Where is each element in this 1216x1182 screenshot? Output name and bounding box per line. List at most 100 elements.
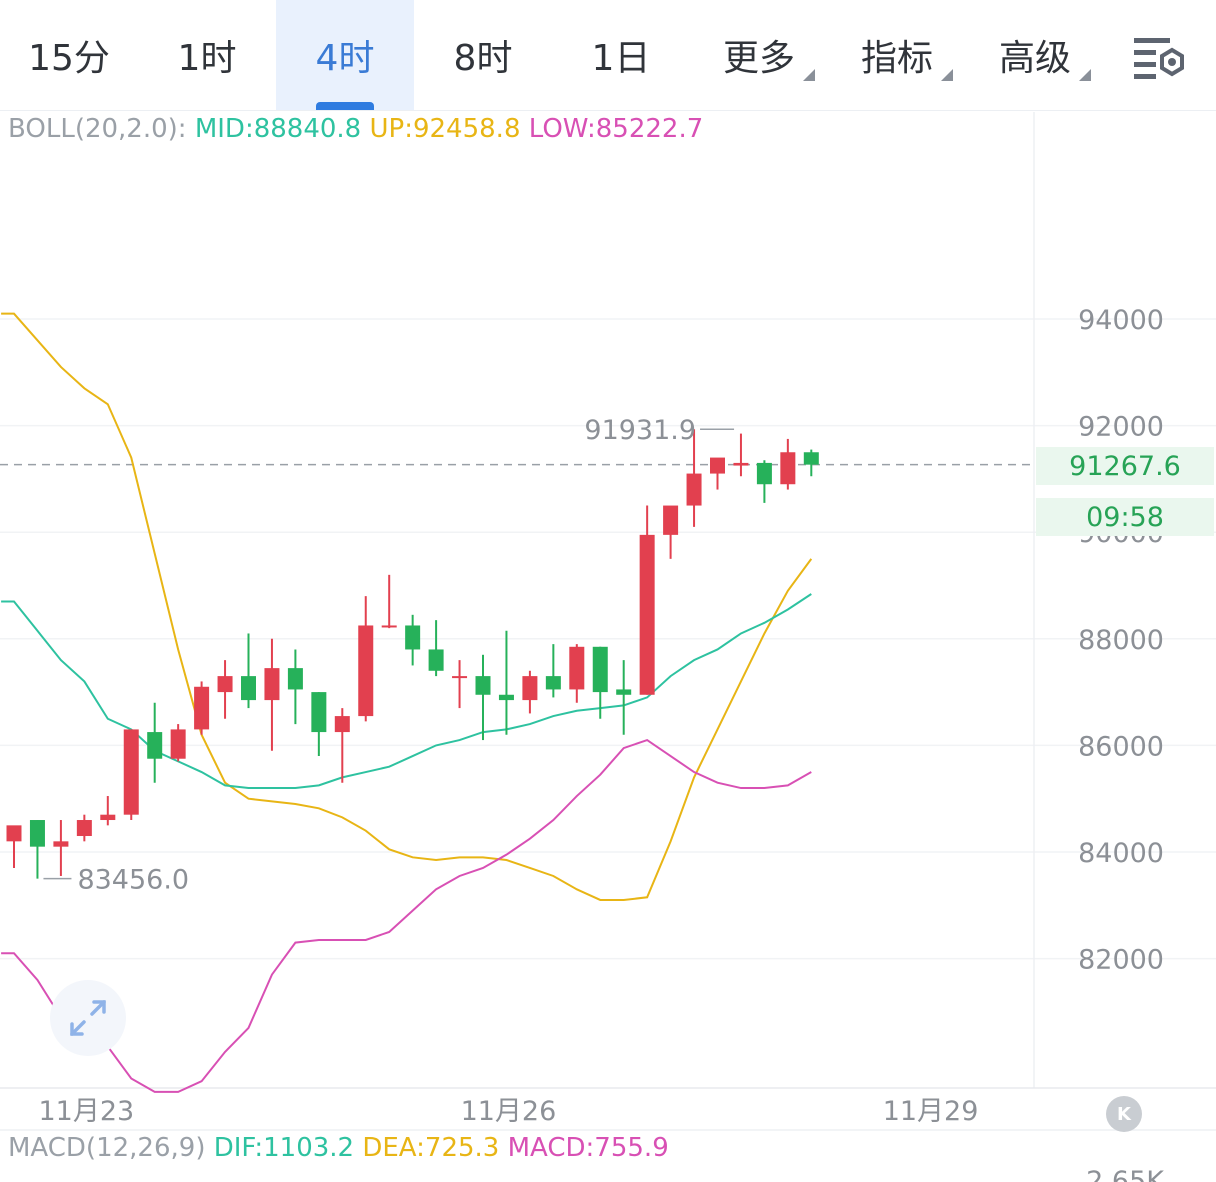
dropdown-caret-icon <box>803 69 815 81</box>
price-tick-label: 82000 <box>1078 945 1164 976</box>
boll-low-value: LOW:85222.7 <box>528 114 704 144</box>
tab-label: 1日 <box>591 38 651 79</box>
candle <box>358 596 374 722</box>
candle-body <box>663 505 679 535</box>
candle-body <box>756 462 772 485</box>
tab-7[interactable]: 指标 <box>828 0 966 110</box>
chart-settings-icon[interactable] <box>1130 34 1188 80</box>
candle <box>264 638 280 751</box>
candle <box>217 660 233 719</box>
expand-chart-button[interactable] <box>50 980 126 1056</box>
collapse-k-button[interactable]: K <box>1106 1096 1142 1132</box>
candle-body <box>123 729 139 815</box>
candle-body <box>616 689 632 695</box>
candle-body <box>405 625 421 650</box>
candle-body <box>428 649 444 671</box>
candle <box>592 646 608 719</box>
tab-label: 高级 <box>999 29 1091 81</box>
candle <box>803 449 819 477</box>
macd-legend: MACD(12,26,9) DIF:1103.2 DEA:725.3 MACD:… <box>8 1133 669 1163</box>
candle <box>405 614 421 666</box>
candle <box>616 660 632 735</box>
candle <box>686 429 702 527</box>
macd-params: MACD(12,26,9) <box>8 1133 206 1163</box>
low-marker-label: 83456.0 <box>77 865 189 896</box>
boll-up-value: UP:92458.8 <box>369 114 521 144</box>
boll-lower-line <box>1 738 812 1093</box>
candle-body <box>522 676 538 701</box>
candle <box>498 630 514 735</box>
candle <box>545 644 561 698</box>
time-tick-label: 11月26 <box>461 1096 557 1127</box>
candle <box>147 702 163 783</box>
current-price-tag: 91267.6 <box>1036 447 1214 485</box>
candle-body <box>710 457 725 474</box>
price-tick-label: 94000 <box>1078 305 1164 336</box>
candle <box>733 433 749 477</box>
candle <box>780 438 796 490</box>
candle <box>170 724 186 762</box>
tab-label: 15分 <box>28 38 110 79</box>
candle-body <box>241 676 256 701</box>
tab-1[interactable]: 15分 <box>0 0 138 110</box>
candle-body <box>194 686 210 730</box>
candle <box>522 670 538 714</box>
candle <box>756 460 772 503</box>
tab-6[interactable]: 更多 <box>690 0 828 110</box>
candle-body <box>100 814 116 821</box>
tab-label: 4时 <box>315 38 375 79</box>
boll-bands <box>1 312 813 1093</box>
price-tick-label: 88000 <box>1078 625 1164 656</box>
tab-label: 8时 <box>453 38 513 79</box>
high-marker-label: 91931.9 <box>584 415 696 446</box>
dropdown-caret-icon <box>1079 69 1091 81</box>
candles <box>6 429 819 879</box>
active-tab-indicator <box>316 102 374 110</box>
tab-label: 更多 <box>723 29 815 81</box>
tab-4[interactable]: 8时 <box>414 0 552 110</box>
candle-body <box>358 625 374 717</box>
candle-body <box>545 676 561 690</box>
price-tick-label: 84000 <box>1078 838 1164 869</box>
candle-body <box>287 668 303 690</box>
expand-arrows-icon <box>70 1000 106 1036</box>
candle-body <box>76 820 92 837</box>
candle-body <box>6 825 22 842</box>
extreme-markers: 91931.9 83456.0 <box>43 415 735 896</box>
tab-3[interactable]: 4时 <box>276 0 414 110</box>
price-tick-label: 92000 <box>1078 412 1164 443</box>
tab-label: 指标 <box>861 29 953 81</box>
tab-8[interactable]: 高级 <box>966 0 1104 110</box>
tab-5[interactable]: 1日 <box>552 0 690 110</box>
candle-body <box>53 841 69 847</box>
tab-2[interactable]: 1时 <box>138 0 276 110</box>
macd-tick-label: 2.65K <box>1086 1166 1165 1182</box>
candle-body <box>264 668 280 701</box>
candle <box>241 633 256 709</box>
macd-dif-value: DIF:1103.2 <box>213 1133 355 1163</box>
macd-dea-value: DEA:725.3 <box>362 1133 500 1163</box>
candle <box>452 660 468 709</box>
candle <box>710 457 725 490</box>
candle <box>76 814 92 842</box>
tab-label: 1时 <box>177 38 237 79</box>
candle <box>663 505 679 559</box>
candle-body <box>452 676 468 679</box>
macd-value: MACD:755.9 <box>507 1133 669 1163</box>
price-grid <box>0 112 1216 1131</box>
candle-body <box>498 694 514 701</box>
collapse-k-icon: K <box>1117 1103 1131 1125</box>
candle <box>123 729 139 821</box>
candle <box>53 820 69 876</box>
candle-body <box>217 676 233 693</box>
candle <box>6 825 22 868</box>
interval-tab-bar: 15分 1时 4时 8时 1日 更多 指标 高级 <box>0 0 1216 111</box>
boll-upper-line <box>1 312 813 901</box>
boll-mid-line <box>1 593 812 790</box>
candle-body <box>733 462 749 466</box>
candle-body <box>639 534 655 695</box>
candle-body <box>147 732 163 759</box>
candle-body <box>780 452 796 485</box>
time-axis: 11月23 11月26 11月29 <box>38 1096 978 1127</box>
